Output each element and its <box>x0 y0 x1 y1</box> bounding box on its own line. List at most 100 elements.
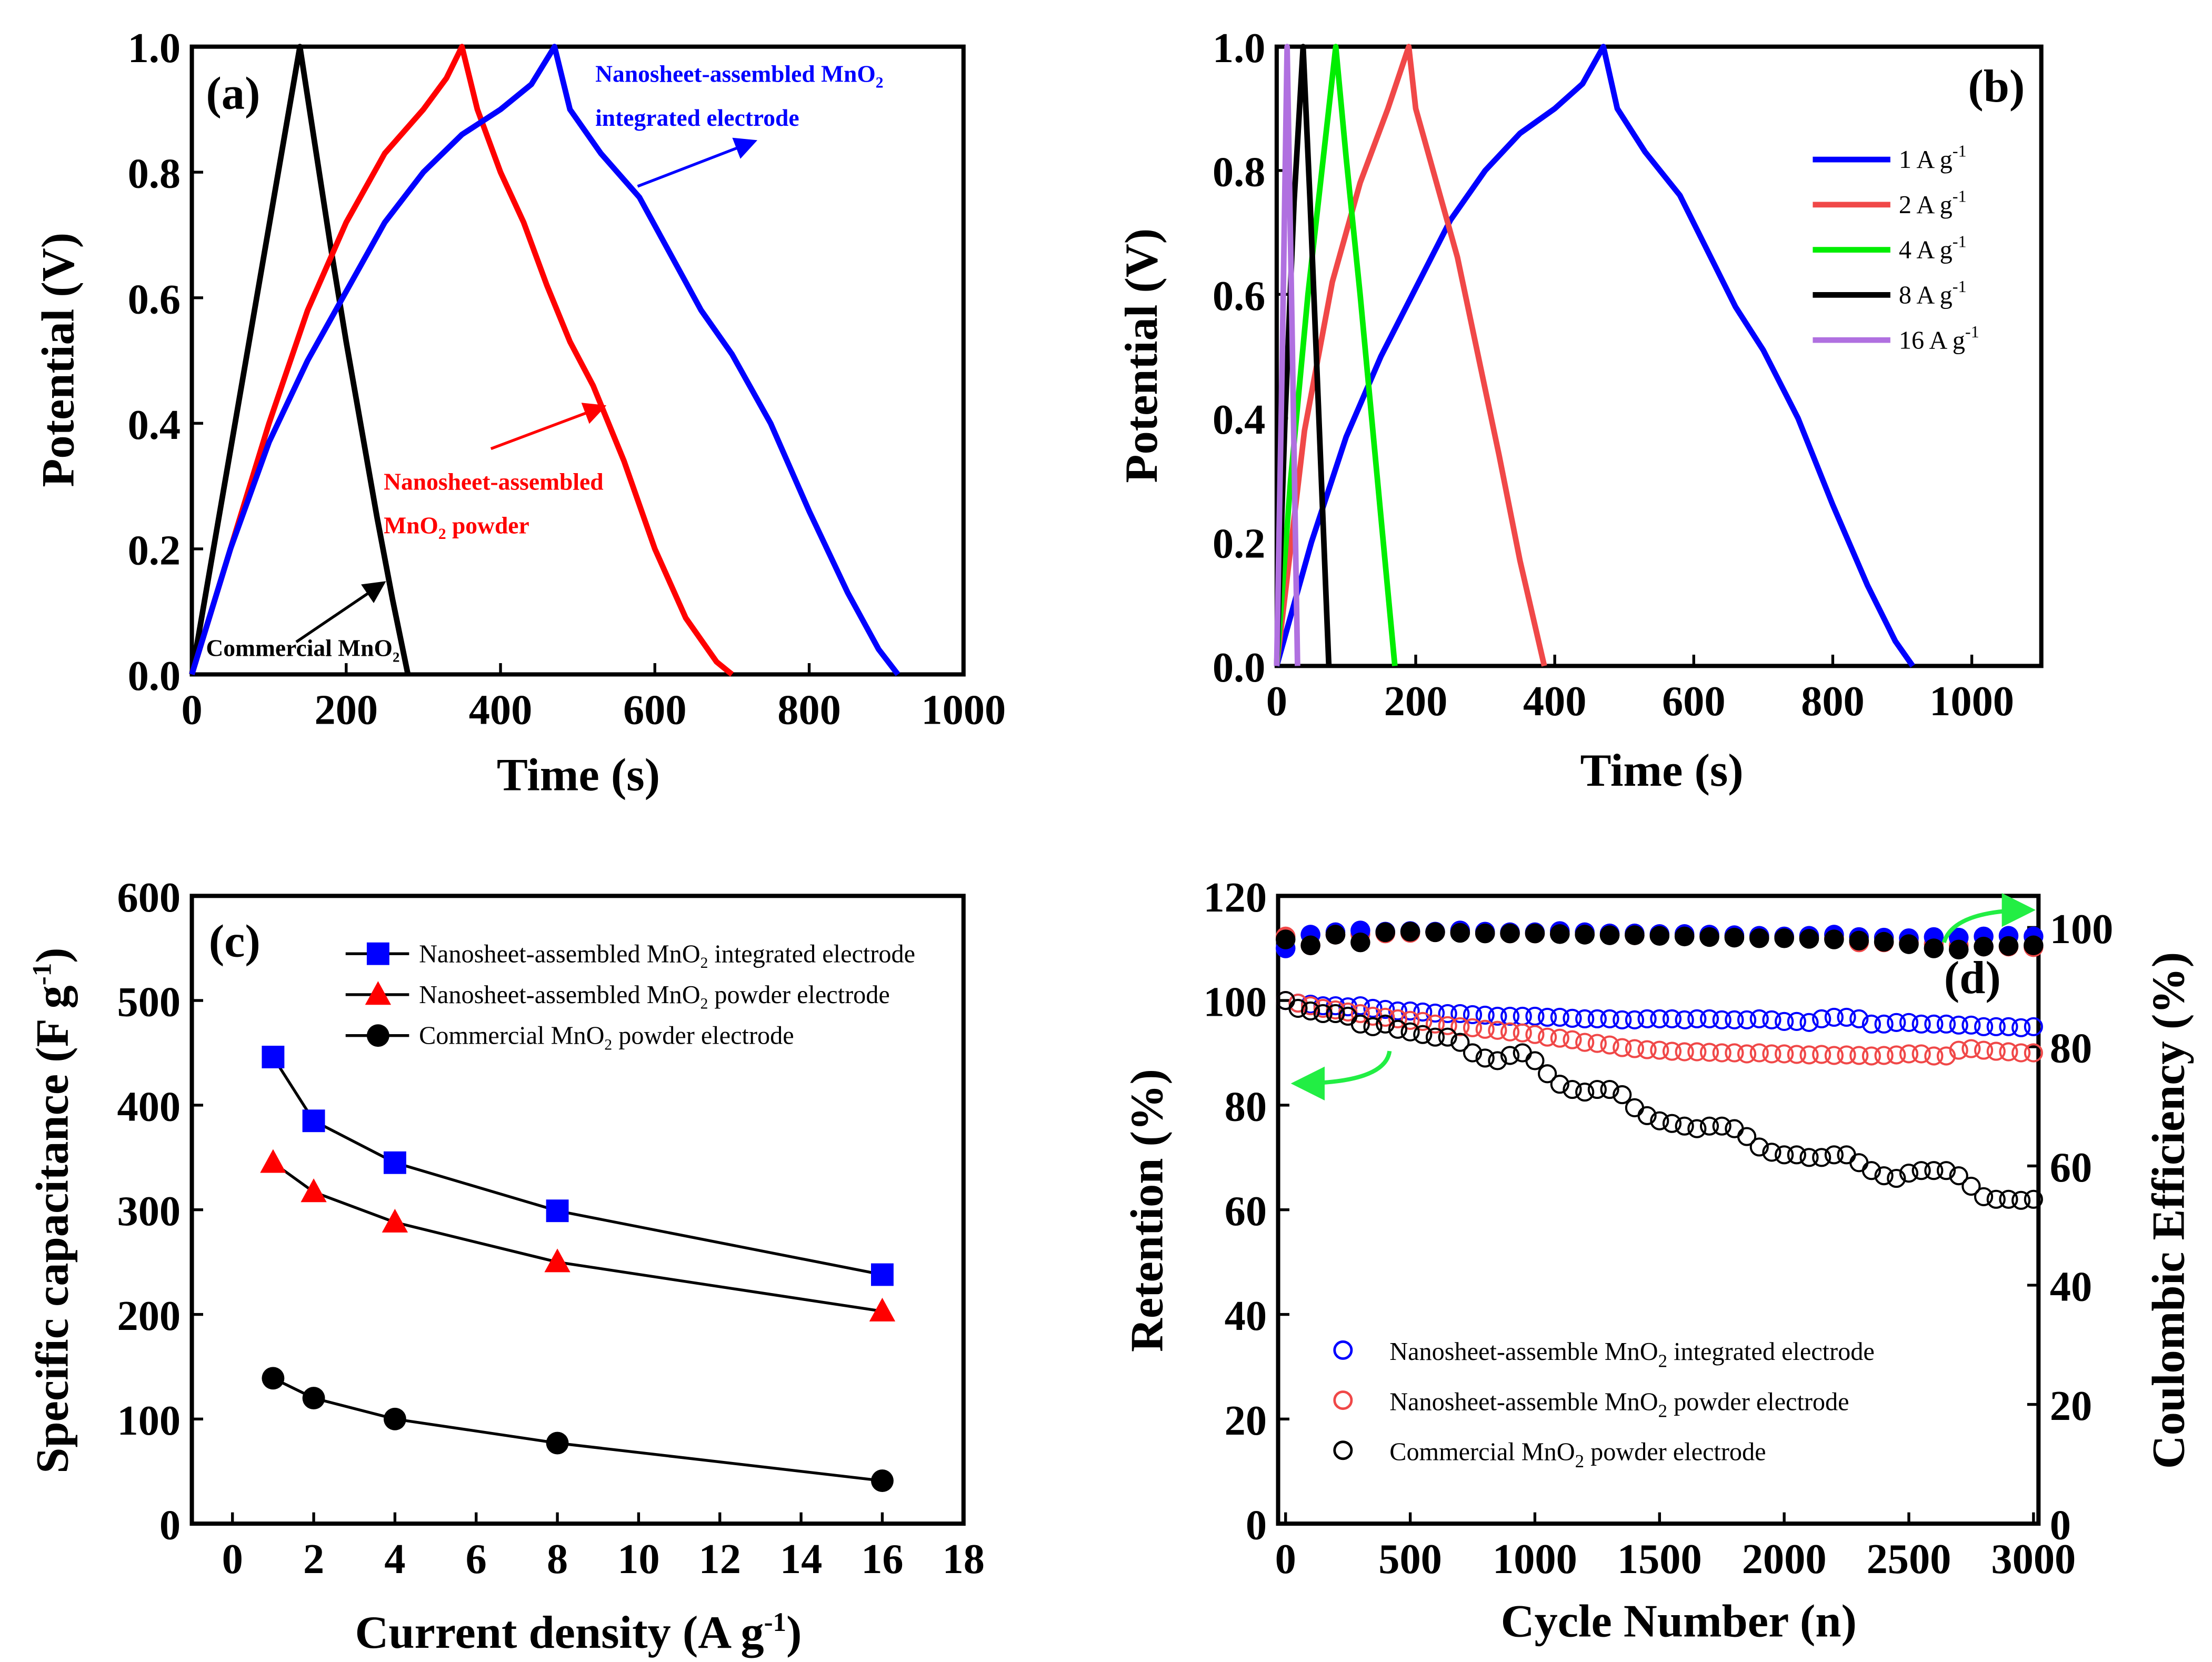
y-tick-label: 0.0 <box>1213 644 1266 691</box>
panel-b-plot: 0 200 400 600 800 1000 0.0 0.2 0.4 0.6 0.8 1.0 <box>1213 25 2044 725</box>
panel-a-plot: 0 200 400 600 800 1000 0.0 0.2 0.4 0.6 0.8 1.0 <box>128 25 1006 733</box>
circle-marker <box>870 1469 894 1493</box>
retention-point <box>1762 1044 1781 1064</box>
x-tick-label: 14 <box>780 1536 822 1583</box>
y-tick-label: 0.4 <box>1213 396 1266 443</box>
retention-point <box>1637 1106 1657 1125</box>
retention-point <box>1662 1009 1682 1028</box>
series-line <box>189 44 734 677</box>
retention-point <box>1413 1012 1433 1031</box>
retention-point <box>1712 1116 1731 1136</box>
triangle-marker <box>869 1297 896 1321</box>
panel-b-letter: (b) <box>1968 61 2025 112</box>
series-line <box>1274 44 1915 668</box>
retention-point <box>1799 1045 1819 1065</box>
panel-d: 0 500 1000 1500 2000 2500 30000204060801001200… <box>1122 874 2195 1647</box>
legend-sub: 2 <box>1575 1451 1584 1471</box>
annotation-integrated-2: integrated electrode <box>595 104 799 131</box>
legend-label: 16 A g-1 <box>1899 322 1979 354</box>
panel-d-ylabel: Retention (%) <box>1122 1069 1173 1352</box>
series-line <box>1274 44 1547 667</box>
retention-point <box>2024 1189 2043 1209</box>
retention-point <box>1575 1009 1595 1028</box>
legend-sup: -1 <box>1953 142 1967 161</box>
retention-point <box>1475 1048 1495 1068</box>
square-marker <box>302 1109 325 1133</box>
retention-point <box>1986 1189 2006 1209</box>
retention-point <box>1376 1014 1395 1034</box>
retention-point <box>1550 1028 1569 1048</box>
retention-point <box>1313 998 1333 1018</box>
retention-point <box>1463 1005 1483 1025</box>
y-tick-label: 0.6 <box>1213 273 1266 319</box>
retention-point <box>1849 1153 1869 1173</box>
ce-point <box>1475 923 1495 944</box>
y-tick-label: 1.0 <box>128 25 181 72</box>
legend-text-post: powder electrode <box>612 1022 794 1050</box>
ce-point <box>1749 928 1769 948</box>
retention-point <box>1675 1042 1694 1062</box>
retention-point <box>1301 1001 1320 1021</box>
panel-c: 0 2 4 6 8 10 12 14 16 18 0 100 200 300 400 500 600 Speci… <box>27 874 985 1658</box>
y-tick-label: 0.4 <box>128 402 181 448</box>
retention-point <box>1425 1014 1445 1034</box>
legend-marker <box>1333 1390 1353 1410</box>
legend-sup: -1 <box>1965 322 1979 341</box>
retention-point <box>1824 1007 1844 1027</box>
retention-point <box>2011 1043 2031 1063</box>
retention-point <box>1849 1009 1869 1028</box>
retention-point <box>1513 1043 1532 1063</box>
x-tick-label: 2 <box>303 1536 324 1583</box>
ce-point <box>1998 936 2019 956</box>
legend-text: Commercial MnO <box>419 1022 604 1050</box>
panel-c-letter: (c) <box>209 916 261 967</box>
retention-point <box>1961 1176 1981 1196</box>
series-line <box>272 1377 883 1483</box>
retention-point <box>1737 1044 1757 1064</box>
retention-point <box>1650 1040 1669 1060</box>
y-tick-label: 20 <box>1225 1397 1267 1444</box>
retention-point <box>1737 1127 1757 1146</box>
retention-point <box>1413 1025 1433 1044</box>
x-tick-label: 600 <box>1662 678 1726 725</box>
retention-point <box>1775 1145 1794 1165</box>
retention-point <box>1949 1040 1968 1060</box>
retention-point <box>1500 1046 1520 1065</box>
y-tick-label: 40 <box>1225 1293 1267 1339</box>
panel-d-xlabel: Cycle Number (n) <box>1501 1596 1857 1647</box>
legend-label: 8 A g-1 <box>1899 277 1967 309</box>
annotation-powder: Nanosheet-assembled <box>384 468 604 495</box>
retention-point <box>1874 1014 1894 1034</box>
retention-point <box>1936 1014 1956 1034</box>
legend-sup: -1 <box>1953 187 1967 206</box>
retention-point <box>1775 1012 1794 1031</box>
retention-point <box>1911 1044 1931 1064</box>
ce-point <box>1599 925 1620 945</box>
x-tick-label: 4 <box>384 1536 405 1583</box>
x-tick-label: 0 <box>181 686 202 733</box>
retention-point <box>1699 1116 1719 1136</box>
legend-text: Nanosheet-assembled MnO <box>419 940 700 968</box>
retention-point <box>1911 1161 1931 1180</box>
panel-a: 0 200 400 600 800 1000 0.0 0.2 0.4 0.6 0.8 1.0 Pote… <box>32 25 1006 800</box>
retention-point <box>1438 1004 1457 1024</box>
ce-point <box>1525 923 1545 944</box>
series-line <box>1274 44 1398 666</box>
retention-point <box>1650 1009 1669 1028</box>
retention-point <box>1675 1116 1694 1136</box>
retention-point <box>1463 1018 1483 1037</box>
panel-a-letter: (a) <box>206 68 260 119</box>
legend-text: 2 A g <box>1899 191 1953 219</box>
retention-point <box>1712 1010 1731 1029</box>
y-tick-label: 100 <box>1203 979 1267 1026</box>
x-tick-label: 400 <box>469 686 533 733</box>
ce-point <box>1874 932 1894 952</box>
arrow-to-right-axis <box>1941 893 2036 944</box>
retention-point <box>1350 1004 1370 1024</box>
retention-point <box>1837 1007 1856 1027</box>
legend-label: 4 A g-1 <box>1899 232 1967 264</box>
legend-text: 4 A g <box>1899 236 1953 264</box>
y-right-tick-label: 40 <box>2050 1263 2092 1310</box>
x-tick-label: 8 <box>547 1536 568 1583</box>
arrow-to-left-axis <box>1290 1050 1392 1100</box>
